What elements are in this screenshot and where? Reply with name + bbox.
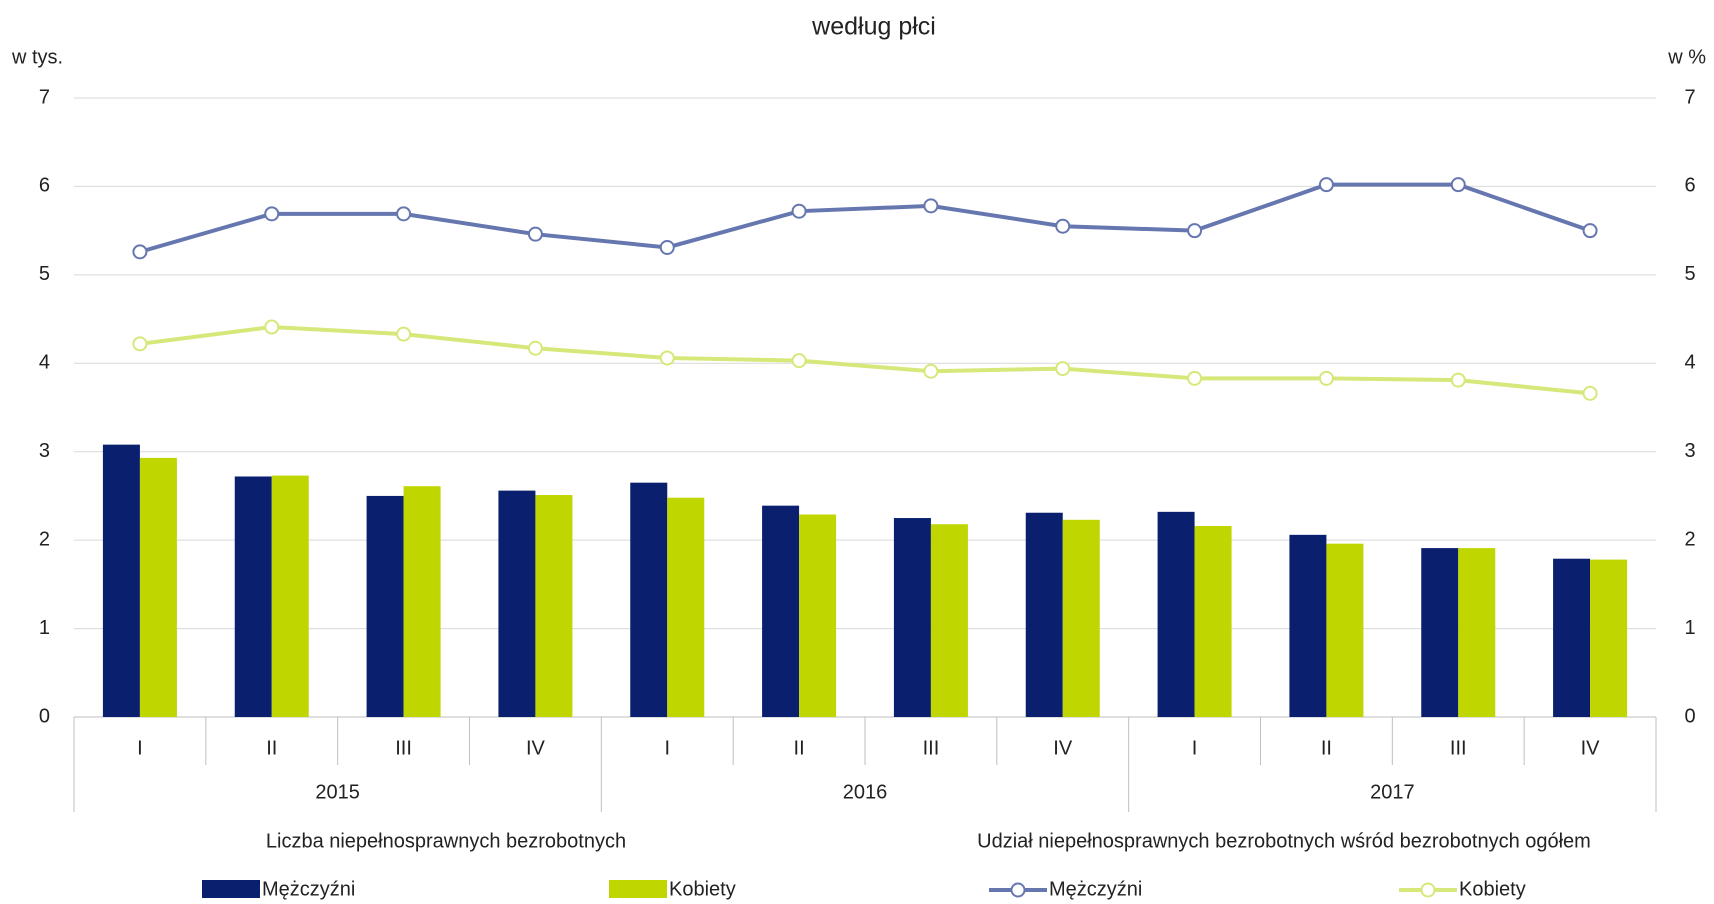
line-marker — [1187, 370, 1203, 386]
y2-tick-label: 1 — [1684, 617, 1695, 639]
line-marker — [791, 203, 807, 219]
bar — [234, 476, 272, 717]
line-marker — [1582, 385, 1598, 401]
y-tick-label: 2 — [39, 528, 50, 550]
bar — [102, 444, 140, 717]
y2-tick-label: 6 — [1684, 175, 1695, 197]
group-label: 2017 — [1370, 781, 1415, 803]
x-tick-label: III — [1450, 737, 1467, 759]
bar — [930, 524, 968, 717]
line-marker — [1450, 177, 1466, 193]
y-tick-label: 3 — [39, 440, 50, 462]
bar — [762, 505, 800, 717]
bar — [1062, 519, 1100, 717]
section-label: Udział niepełnosprawnych bezrobotnych wś… — [977, 830, 1591, 852]
y2-axis-label: w % — [1667, 46, 1706, 68]
bar — [799, 514, 837, 717]
x-tick-label: II — [794, 737, 805, 759]
line-marker — [396, 206, 412, 222]
bar — [893, 518, 931, 717]
group-label: 2015 — [315, 781, 360, 803]
y2-tick-label: 3 — [1684, 440, 1695, 462]
x-tick-label: II — [266, 737, 277, 759]
bar — [1157, 511, 1195, 717]
y2-tick-label: 0 — [1684, 705, 1695, 727]
bar — [1553, 558, 1591, 717]
line-marker — [132, 336, 148, 352]
y2-tick-label: 5 — [1684, 263, 1695, 285]
y-tick-label: 1 — [39, 617, 50, 639]
line-marker — [923, 363, 939, 379]
chart-title: według płci — [811, 13, 936, 41]
line-marker — [791, 353, 807, 369]
x-tick-label: III — [395, 737, 412, 759]
y-tick-label: 0 — [39, 705, 50, 727]
line-marker — [1318, 177, 1334, 193]
x-tick-label: I — [137, 737, 143, 759]
x-tick-label: IV — [1581, 737, 1601, 759]
bar — [1025, 512, 1063, 717]
line-marker — [527, 340, 543, 356]
bar — [1458, 548, 1496, 717]
bar — [1590, 559, 1628, 717]
x-tick-label: IV — [1053, 737, 1073, 759]
y2-tick-label: 2 — [1684, 528, 1695, 550]
bar — [667, 497, 705, 717]
line — [139, 325, 1591, 396]
legend-label: Kobiety — [1459, 878, 1526, 900]
bar — [139, 457, 177, 717]
line-marker — [1055, 218, 1071, 234]
line-marker — [527, 226, 543, 242]
line-marker — [1450, 372, 1466, 388]
bar — [366, 495, 404, 717]
x-tick-label: III — [923, 737, 940, 759]
line-marker — [264, 319, 280, 335]
legend-label: Mężczyźni — [1049, 878, 1142, 900]
bar — [1289, 534, 1327, 717]
y2-tick-label: 4 — [1684, 352, 1695, 374]
line — [139, 182, 1591, 254]
line-marker — [659, 239, 675, 255]
bar — [1194, 525, 1232, 717]
line-marker — [1187, 223, 1203, 239]
y-axis-label: w tys. — [11, 46, 63, 68]
bar — [271, 475, 309, 717]
line-marker — [132, 244, 148, 260]
line-marker — [659, 350, 675, 366]
line-marker — [1582, 223, 1598, 239]
y-tick-label: 6 — [39, 175, 50, 197]
bar — [498, 490, 536, 717]
y-tick-label: 4 — [39, 352, 50, 374]
bar — [630, 482, 668, 717]
legend-marker — [1010, 882, 1026, 898]
y-tick-label: 7 — [39, 86, 50, 108]
x-tick-label: I — [664, 737, 670, 759]
line-marker — [1318, 370, 1334, 386]
group-label: 2016 — [843, 781, 888, 803]
bar — [403, 486, 441, 717]
legend-marker — [1420, 882, 1436, 898]
section-label: Liczba niepełnosprawnych bezrobotnych — [266, 830, 626, 852]
x-tick-label: I — [1192, 737, 1198, 759]
x-tick-label: IV — [526, 737, 546, 759]
line-marker — [396, 326, 412, 342]
bar — [1326, 543, 1364, 717]
legend-swatch — [609, 880, 667, 898]
line-marker — [264, 206, 280, 222]
legend-swatch — [202, 880, 260, 898]
legend-label: Mężczyźni — [262, 878, 355, 900]
line-marker — [1055, 361, 1071, 377]
y-tick-label: 5 — [39, 263, 50, 285]
bar — [1421, 548, 1459, 717]
bar — [535, 495, 573, 717]
legend-label: Kobiety — [669, 878, 736, 900]
x-tick-label: II — [1321, 737, 1332, 759]
line-marker — [923, 198, 939, 214]
y2-tick-label: 7 — [1684, 86, 1695, 108]
